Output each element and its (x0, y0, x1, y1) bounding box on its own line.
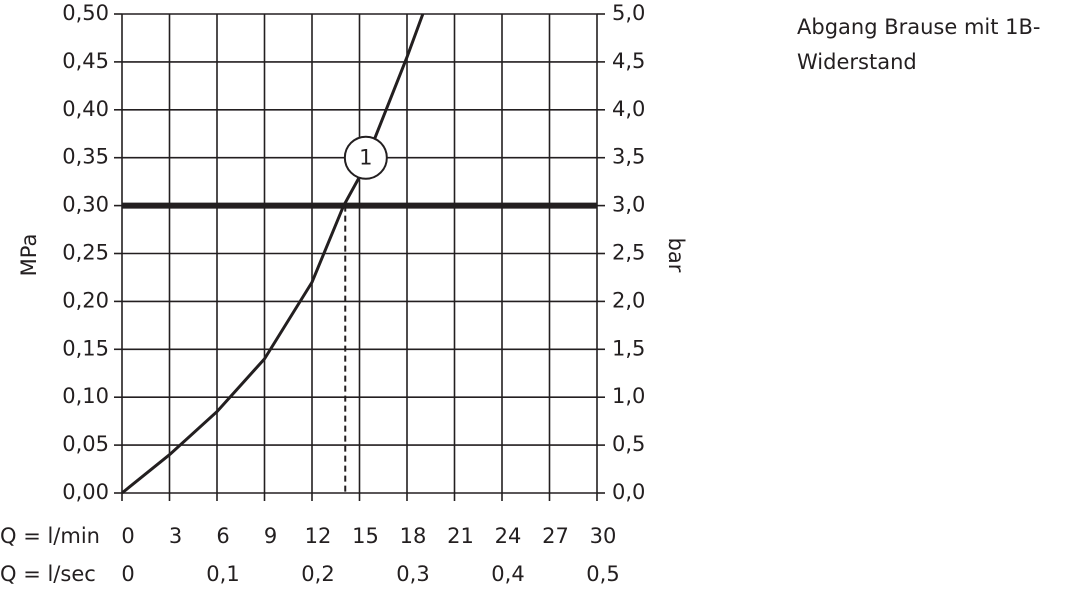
y2-tick-label: 3,5 (612, 145, 645, 169)
y-tick-label: 0,30 (62, 193, 109, 217)
x2-tick-label: 0,2 (301, 562, 334, 586)
y-tick-label: 0,40 (62, 97, 109, 121)
x-tick-label: 18 (400, 524, 427, 548)
x-axis-label: Q = l/min (0, 524, 100, 548)
y-tick-label: 0,35 (62, 145, 109, 169)
y-tick-label: 0,25 (62, 241, 109, 265)
y2-tick-label: 2,0 (612, 288, 645, 312)
y2-tick-label: 1,0 (612, 384, 645, 408)
x-tick-label: 9 (264, 524, 277, 548)
y2-tick-label: 5,0 (612, 1, 645, 25)
y2-axis-label: bar (664, 238, 688, 273)
marker-label: 1 (359, 146, 372, 170)
y-tick-label: 0,15 (62, 336, 109, 360)
x-tick-label: 3 (169, 524, 182, 548)
x-tick-label: 21 (447, 524, 474, 548)
y-tick-label: 0,00 (62, 480, 109, 504)
x2-tick-label: 0,5 (586, 562, 619, 586)
y2-tick-label: 1,5 (612, 336, 645, 360)
x2-tick-label: 0,4 (491, 562, 524, 586)
y-tick-label: 0,45 (62, 49, 109, 73)
y-tick-label: 0,50 (62, 1, 109, 25)
y-tick-label: 0,05 (62, 432, 109, 456)
chart-title: Abgang Brause mit 1B- (797, 15, 1041, 39)
curve (121, 13, 425, 495)
x2-axis-label: Q = l/sec (0, 562, 96, 586)
x2-tick-label: 0,1 (206, 562, 239, 586)
y-axis-label: MPa (17, 234, 41, 277)
y2-tick-label: 4,0 (612, 97, 645, 121)
x-tick-label: 24 (495, 524, 522, 548)
y2-tick-label: 2,5 (612, 241, 645, 265)
x-tick-label: 0 (121, 524, 134, 548)
y2-tick-label: 0,0 (612, 480, 645, 504)
x2-tick-label: 0 (121, 562, 134, 586)
marker-circle (343, 135, 388, 180)
y2-tick-label: 0,5 (612, 432, 645, 456)
y-tick-label: 0,20 (62, 288, 109, 312)
y2-tick-label: 3,0 (612, 193, 645, 217)
y-tick-label: 0,10 (62, 384, 109, 408)
x2-tick-label: 0,3 (396, 562, 429, 586)
x-tick-label: 27 (542, 524, 569, 548)
chart-title: Widerstand (797, 50, 917, 74)
x-tick-label: 30 (590, 524, 617, 548)
y2-tick-label: 4,5 (612, 49, 645, 73)
x-tick-label: 6 (216, 524, 229, 548)
x-tick-label: 12 (305, 524, 332, 548)
x-tick-label: 15 (352, 524, 379, 548)
